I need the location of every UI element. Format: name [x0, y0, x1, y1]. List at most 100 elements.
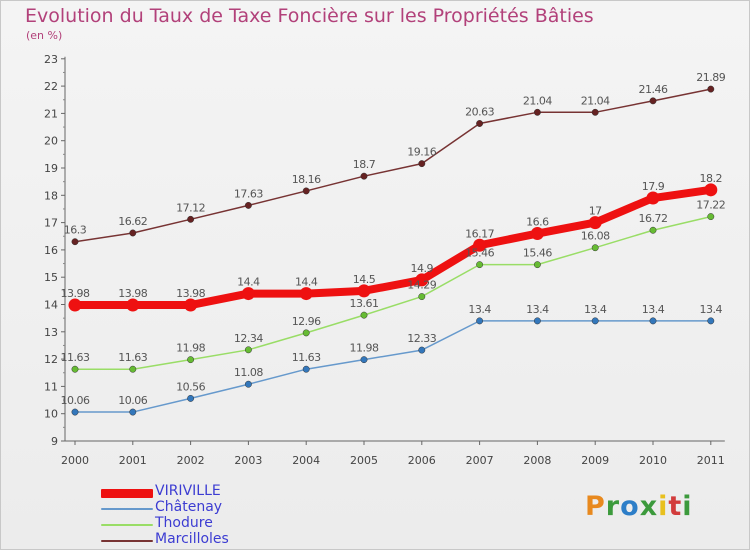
data-label: 10.06 — [118, 394, 147, 407]
data-point — [187, 215, 195, 223]
data-label: 13.4 — [700, 303, 723, 316]
data-point — [360, 356, 368, 364]
x-tick-label: 2003 — [234, 454, 262, 467]
data-label: 21.89 — [696, 71, 725, 84]
y-tick-label: 10 — [44, 408, 58, 421]
data-point — [533, 317, 541, 325]
y-tick-label: 20 — [44, 135, 58, 148]
data-label: 17.9 — [642, 180, 665, 193]
data-label: 16.3 — [64, 224, 87, 237]
data-point — [360, 172, 368, 180]
data-point — [418, 293, 426, 301]
y-tick-label: 12 — [44, 353, 58, 366]
data-point — [129, 365, 137, 373]
data-point — [302, 365, 310, 373]
data-label: 17.63 — [234, 187, 263, 200]
data-point — [646, 191, 660, 205]
legend-swatch — [101, 489, 153, 498]
data-point — [418, 346, 426, 354]
data-point — [533, 108, 541, 116]
legend-label: VIRIVILLE — [155, 483, 221, 499]
data-point — [591, 317, 599, 325]
y-tick-label: 16 — [44, 244, 58, 257]
data-label: 12.96 — [292, 315, 321, 328]
data-label: 21.46 — [639, 83, 668, 96]
data-label: 14.4 — [295, 276, 318, 289]
legend-swatch — [101, 508, 153, 510]
data-label: 18.7 — [353, 158, 376, 171]
data-point — [707, 317, 715, 325]
series-line-viriville — [71, 185, 715, 310]
data-label: 21.04 — [523, 94, 552, 107]
y-tick-label: 13 — [44, 326, 58, 339]
data-point — [415, 273, 429, 287]
data-label: 13.61 — [350, 297, 379, 310]
data-point — [129, 408, 137, 416]
data-point — [649, 97, 657, 105]
data-label: 11.08 — [234, 366, 263, 379]
data-label: 16.72 — [639, 212, 668, 225]
y-tick-label: 18 — [44, 189, 58, 202]
data-label: 12.33 — [407, 332, 436, 345]
data-point — [244, 201, 252, 209]
data-label: 17.22 — [696, 199, 725, 212]
data-label: 19.16 — [407, 146, 436, 159]
data-point — [71, 408, 79, 416]
data-point — [591, 108, 599, 116]
y-tick-label: 9 — [51, 435, 58, 448]
data-label: 16.6 — [526, 216, 549, 229]
x-tick-label: 2004 — [292, 454, 320, 467]
data-label: 11.98 — [350, 342, 379, 355]
data-label: 18.2 — [700, 172, 723, 185]
x-tick-label: 2000 — [61, 454, 89, 467]
data-label: 16.08 — [581, 230, 610, 243]
data-label: 16.62 — [118, 215, 147, 228]
data-point — [704, 183, 718, 197]
data-point — [476, 261, 484, 269]
data-label: 13.98 — [176, 287, 205, 300]
data-point — [71, 238, 79, 246]
data-label: 13.4 — [468, 303, 491, 316]
series-line-thodure — [74, 215, 712, 370]
brand-logo: Proxiti — [585, 491, 693, 522]
data-label: 20.63 — [465, 106, 494, 119]
data-point — [588, 216, 602, 230]
data-point — [357, 284, 371, 298]
data-label: 10.56 — [176, 380, 205, 393]
data-point — [187, 356, 195, 364]
data-point — [299, 287, 313, 301]
data-point — [649, 317, 657, 325]
data-point — [476, 317, 484, 325]
data-point — [476, 120, 484, 127]
data-point — [71, 365, 79, 373]
legend-label: Marcilloles — [155, 531, 229, 547]
data-point — [649, 226, 657, 234]
brand-letter: P — [585, 491, 606, 522]
data-label: 11.63 — [118, 351, 147, 364]
data-label: 10.06 — [61, 394, 90, 407]
y-tick-label: 14 — [44, 299, 58, 312]
x-tick-label: 2002 — [177, 454, 205, 467]
x-tick-label: 2008 — [523, 454, 551, 467]
brand-letter: t — [668, 491, 683, 522]
data-point — [244, 346, 252, 354]
data-point — [244, 380, 252, 388]
data-label: 13.4 — [584, 303, 607, 316]
y-tick-label: 15 — [44, 271, 58, 284]
data-label: 13.4 — [526, 303, 549, 316]
data-point — [241, 287, 255, 301]
y-tick-label: 21 — [44, 107, 58, 120]
data-point — [707, 213, 715, 221]
data-point — [533, 261, 541, 269]
data-point — [302, 187, 310, 195]
y-tick-label: 17 — [44, 217, 58, 230]
data-point — [360, 311, 368, 319]
brand-letter: i — [682, 491, 693, 522]
data-label: 17 — [589, 205, 602, 218]
chart-title: Evolution du Taux de Taxe Foncière sur l… — [25, 5, 594, 27]
data-point — [591, 244, 599, 252]
series-line-châtenay — [74, 320, 712, 413]
data-label: 14.4 — [237, 276, 260, 289]
x-tick-label: 2001 — [119, 454, 147, 467]
